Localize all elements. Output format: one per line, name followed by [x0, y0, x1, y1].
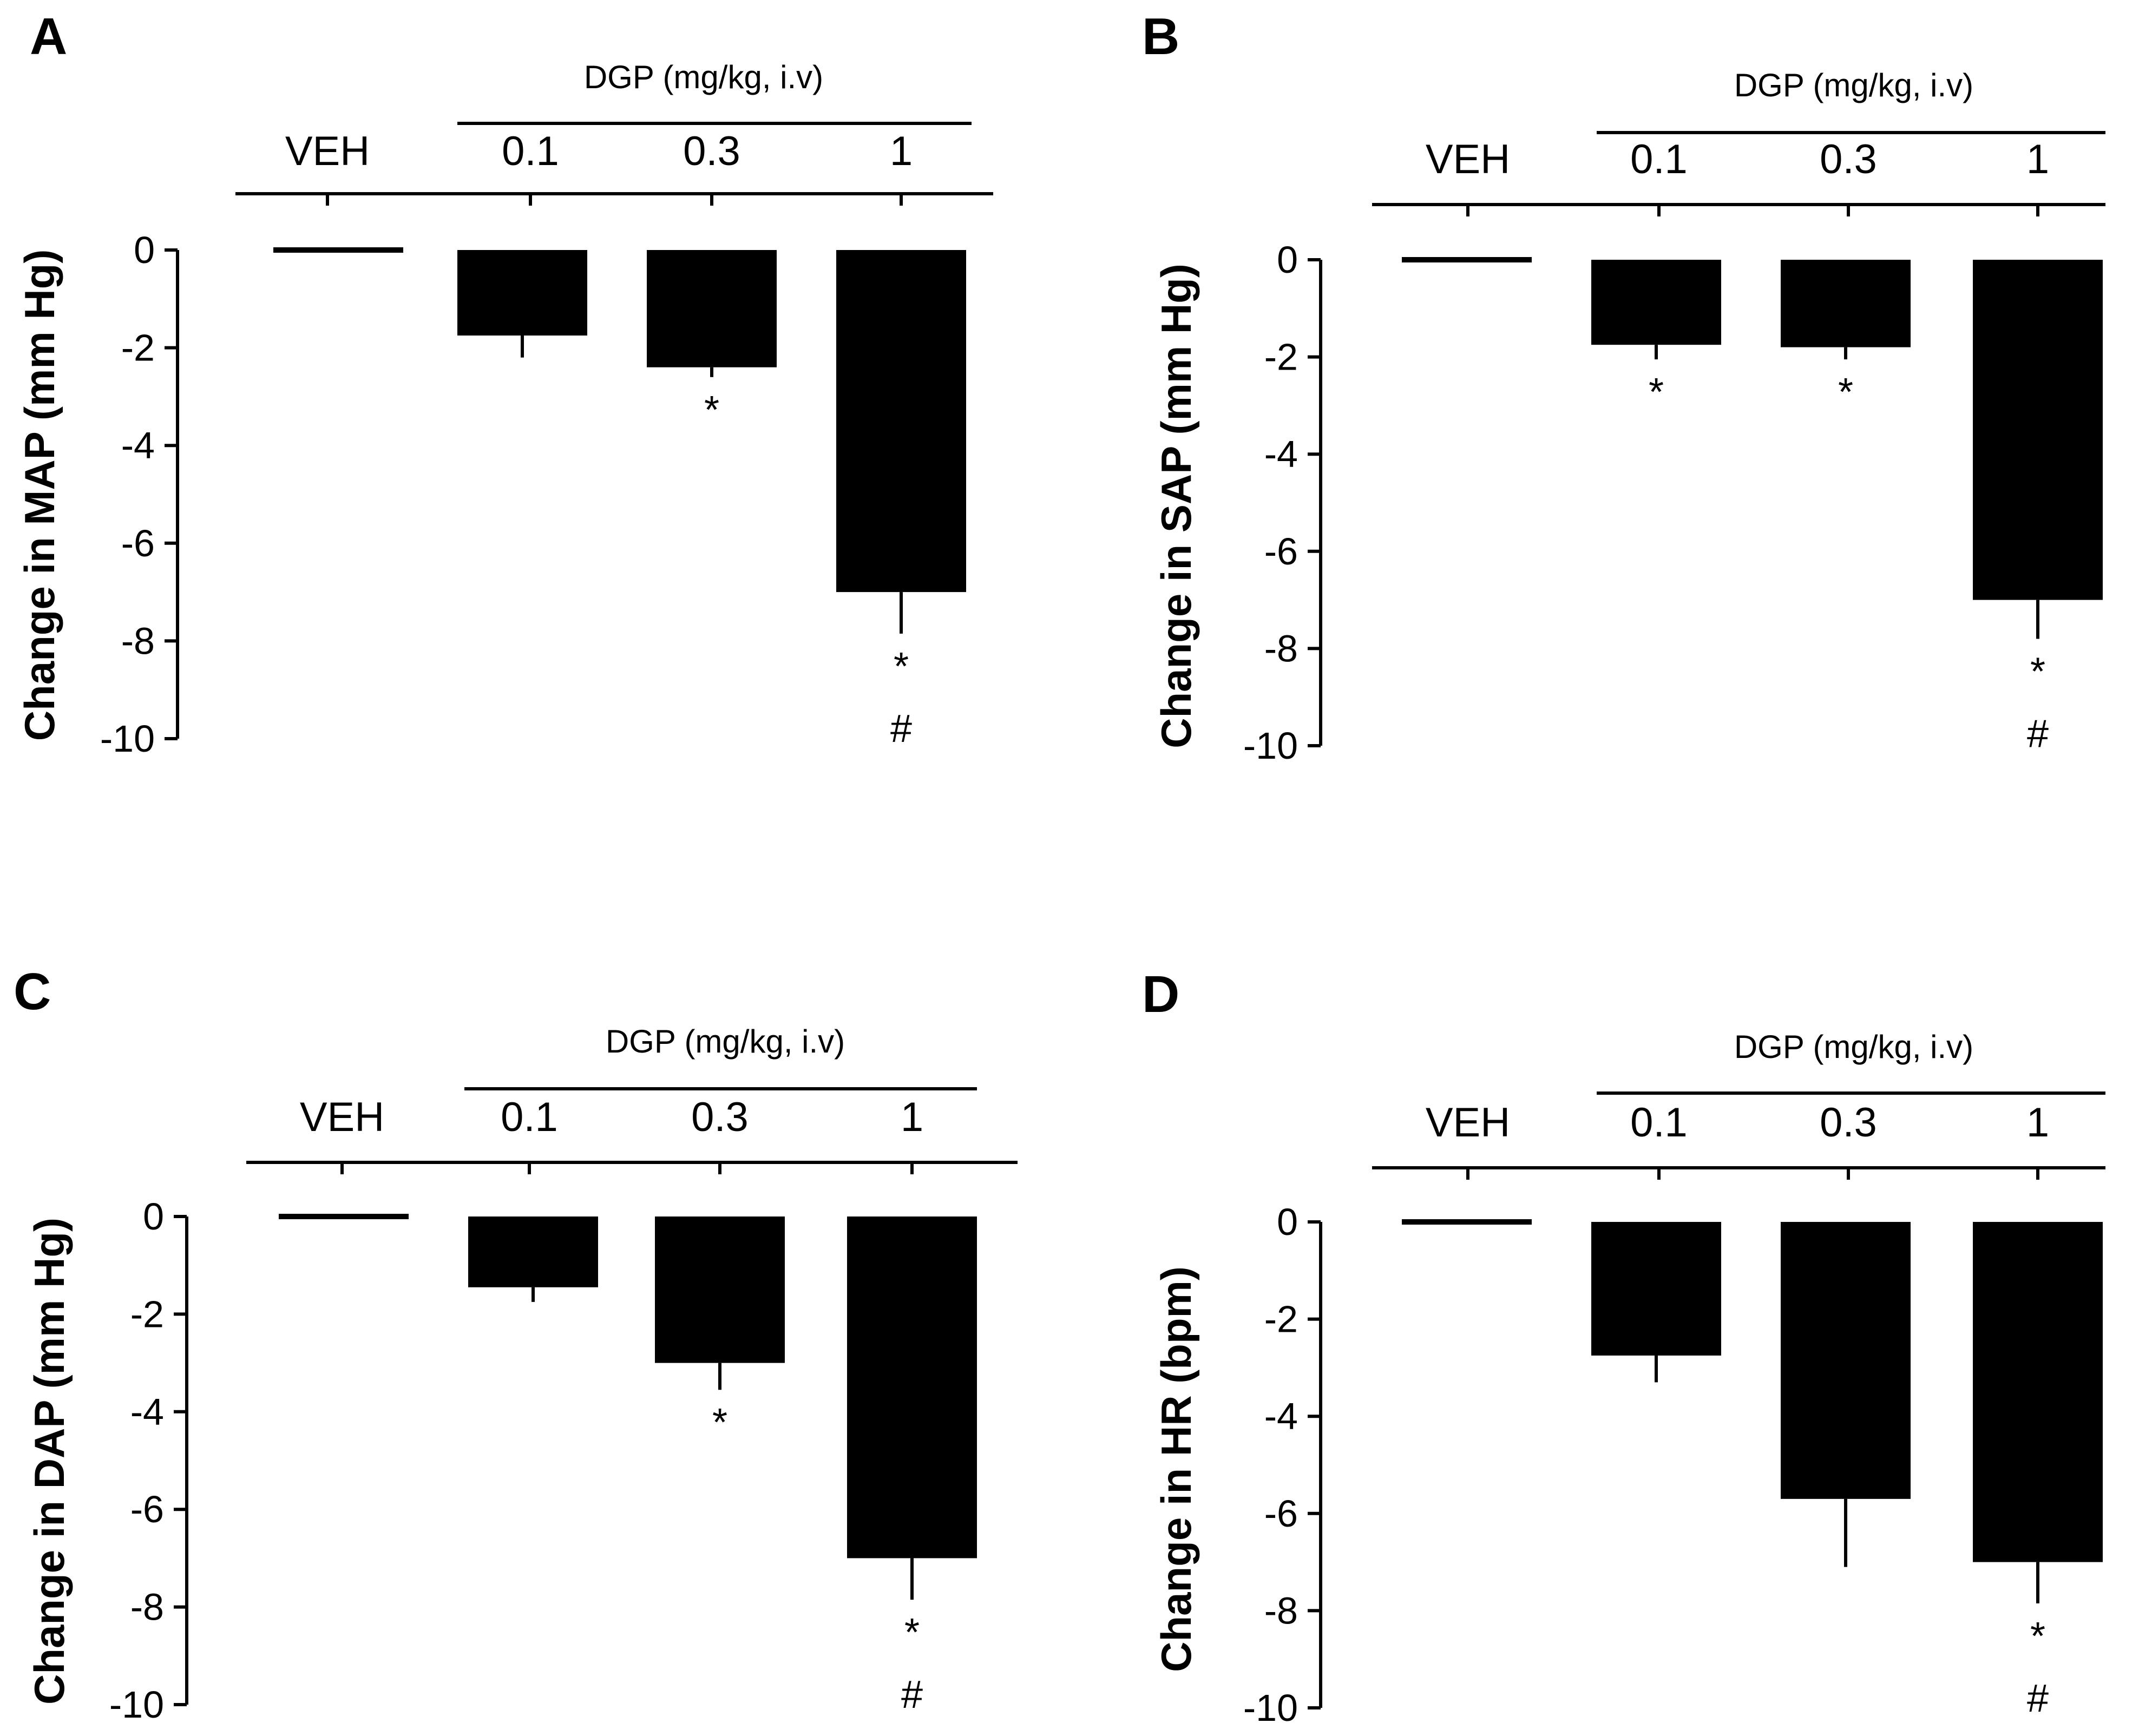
y-tick-label: -6	[1264, 530, 1298, 573]
y-tick-label: -4	[1264, 1395, 1298, 1437]
y-tick-label: -2	[1264, 336, 1298, 378]
bar	[1402, 1219, 1532, 1225]
bar	[1591, 1222, 1721, 1356]
significance-hash: #	[2027, 712, 2049, 755]
y-tick-label: 0	[134, 229, 155, 271]
y-tick-label: -8	[121, 620, 155, 662]
y-tick-label: -10	[1243, 725, 1298, 767]
bar	[1781, 260, 1911, 347]
category-label: 0.3	[683, 128, 740, 174]
category-label: 0.1	[1630, 1100, 1688, 1146]
y-tick-label: -6	[121, 522, 155, 564]
y-tick-label: -8	[130, 1586, 164, 1628]
significance-hash: #	[2027, 1677, 2049, 1720]
y-tick-label: -10	[100, 718, 155, 760]
panel-letter: A	[30, 8, 67, 65]
group-label: DGP (mg/kg, i.v)	[1734, 1029, 1973, 1065]
category-label: VEH	[1426, 1100, 1510, 1146]
bar	[273, 247, 403, 253]
significance-star: *	[904, 1611, 920, 1654]
y-tick-label: -2	[121, 327, 155, 369]
panel-letter: D	[1142, 965, 1179, 1023]
category-label: 0.3	[691, 1094, 749, 1140]
y-tick-label: -4	[1264, 433, 1298, 475]
panel-b: B DGP (mg/kg, i.v) VEH 0.1 0.3 1 0 -2 -4 -6 -8 -10 C…	[1142, 8, 2105, 767]
bar	[1402, 257, 1532, 262]
y-tick-label: 0	[1277, 239, 1298, 281]
y-axis-label: Change in DAP (mm Hg)	[25, 1218, 73, 1705]
bar	[468, 1216, 598, 1287]
bar	[847, 1216, 977, 1559]
significance-star: *	[2030, 650, 2045, 693]
bar	[836, 250, 966, 593]
significance-star: *	[1838, 371, 1853, 414]
category-label: 0.1	[1630, 136, 1688, 182]
category-label: VEH	[300, 1094, 384, 1140]
y-tick-label: -10	[109, 1684, 164, 1726]
significance-star: *	[704, 389, 719, 432]
panel-a: A DGP (mg/kg, i.v) VEH 0.1 0.3 1 0 -2 -4 -6 -8 -10 C…	[16, 8, 993, 760]
bar	[1591, 260, 1721, 345]
y-tick-label: -8	[1264, 1589, 1298, 1632]
y-tick-label: -4	[121, 424, 155, 466]
significance-hash: #	[901, 1673, 923, 1717]
y-tick-label: 0	[143, 1195, 164, 1238]
category-label: 0.1	[502, 128, 559, 174]
panel-d: D DGP (mg/kg, i.v) VEH 0.1 0.3 1 0 -2 -4 -6 -8 -10 C…	[1142, 965, 2105, 1729]
y-axis-label: Change in HR (bpm)	[1152, 1266, 1200, 1672]
significance-star: *	[712, 1401, 727, 1444]
group-label: DGP (mg/kg, i.v)	[606, 1023, 845, 1060]
category-label: 1	[901, 1094, 923, 1140]
panel-c: C DGP (mg/kg, i.v) VEH 0.1 0.3 1 0 -2 -4 -6 -8 -10 C…	[14, 963, 1018, 1726]
y-tick-label: -8	[1264, 627, 1298, 669]
category-label: 0.1	[501, 1094, 558, 1140]
bar	[457, 250, 587, 336]
significance-star: *	[1649, 371, 1664, 414]
bar	[647, 250, 777, 367]
category-label: 1	[890, 128, 913, 174]
bar	[655, 1216, 785, 1363]
panel-letter: B	[1142, 8, 1179, 65]
panel-letter: C	[14, 963, 51, 1021]
y-tick-label: -6	[130, 1488, 164, 1530]
y-axis-label: Change in SAP (mm Hg)	[1152, 264, 1200, 748]
category-label: 1	[2026, 136, 2049, 182]
significance-hash: #	[890, 707, 912, 751]
y-tick-label: -6	[1264, 1492, 1298, 1535]
category-label: 0.3	[1820, 1100, 1877, 1146]
y-tick-label: -2	[130, 1293, 164, 1335]
bar	[1781, 1222, 1911, 1499]
significance-star: *	[2030, 1615, 2045, 1658]
y-tick-label: -4	[130, 1391, 164, 1433]
group-label: DGP (mg/kg, i.v)	[1734, 67, 1973, 103]
category-label: VEH	[285, 128, 370, 174]
bar	[279, 1214, 409, 1219]
category-label: 0.3	[1820, 136, 1877, 182]
y-tick-label: -2	[1264, 1298, 1298, 1340]
group-label: DGP (mg/kg, i.v)	[584, 59, 823, 95]
y-tick-label: 0	[1277, 1201, 1298, 1243]
y-axis-label: Change in MAP (mm Hg)	[16, 249, 63, 741]
bar	[1973, 1222, 2103, 1562]
category-label: VEH	[1426, 136, 1510, 182]
category-label: 1	[2026, 1100, 2049, 1146]
y-tick-label: -10	[1243, 1687, 1298, 1729]
significance-star: *	[894, 645, 909, 688]
bar	[1973, 260, 2103, 600]
